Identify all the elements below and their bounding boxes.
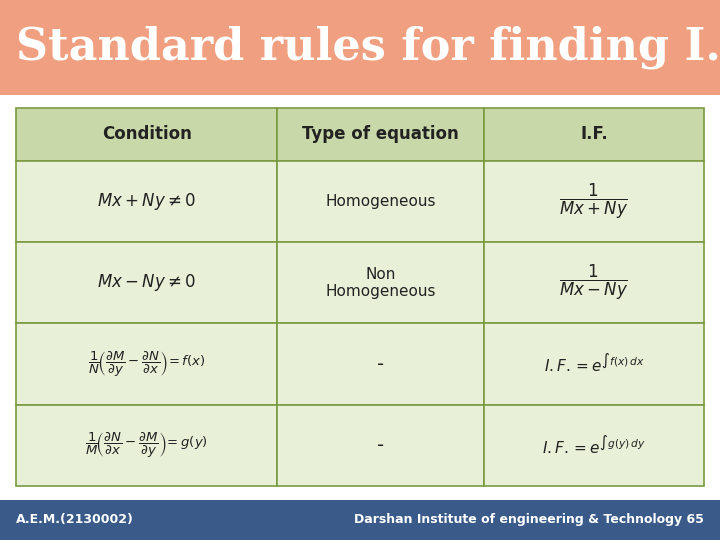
Bar <box>277 242 484 323</box>
Bar <box>277 323 484 405</box>
Bar <box>484 405 704 486</box>
Bar <box>0 500 720 540</box>
Bar <box>16 242 277 323</box>
Text: $I.F. = e^{\int g(y)\,dy}$: $I.F. = e^{\int g(y)\,dy}$ <box>542 434 646 457</box>
Text: -: - <box>377 355 384 374</box>
Text: Standard rules for finding I.F.: Standard rules for finding I.F. <box>16 25 720 69</box>
Bar <box>277 405 484 486</box>
Text: $\dfrac{1}{M}\!\left(\dfrac{\partial N}{\partial x} - \dfrac{\partial M}{\partia: $\dfrac{1}{M}\!\left(\dfrac{\partial N}{… <box>85 431 208 460</box>
Bar <box>0 0 720 94</box>
Text: Non
Homogeneous: Non Homogeneous <box>325 267 436 299</box>
Text: $\dfrac{1}{Mx + Ny}$: $\dfrac{1}{Mx + Ny}$ <box>559 182 629 221</box>
Bar <box>484 323 704 405</box>
Bar <box>16 405 277 486</box>
Text: Condition: Condition <box>102 125 192 144</box>
Bar <box>16 323 277 405</box>
Text: -: - <box>377 436 384 455</box>
Bar <box>16 161 277 242</box>
Text: $Mx + Ny \neq 0$: $Mx + Ny \neq 0$ <box>97 191 196 212</box>
Text: Type of equation: Type of equation <box>302 125 459 144</box>
Text: $\dfrac{1}{Mx - Ny}$: $\dfrac{1}{Mx - Ny}$ <box>559 263 629 302</box>
Bar <box>484 242 704 323</box>
Bar <box>16 108 277 161</box>
Text: I.F.: I.F. <box>580 125 608 144</box>
Text: $\dfrac{1}{N}\!\left(\dfrac{\partial M}{\partial y} - \dfrac{\partial N}{\partia: $\dfrac{1}{N}\!\left(\dfrac{\partial M}{… <box>88 349 205 379</box>
Text: A.E.M.(2130002): A.E.M.(2130002) <box>16 513 134 526</box>
Text: Homogeneous: Homogeneous <box>325 194 436 209</box>
Text: Darshan Institute of engineering & Technology 65: Darshan Institute of engineering & Techn… <box>354 513 704 526</box>
Bar <box>277 108 484 161</box>
Text: $Mx - Ny \neq 0$: $Mx - Ny \neq 0$ <box>97 272 196 293</box>
Bar <box>484 161 704 242</box>
Bar <box>277 161 484 242</box>
Text: $I.F. = e^{\int f(x)\,dx}$: $I.F. = e^{\int f(x)\,dx}$ <box>544 353 644 376</box>
Bar <box>484 108 704 161</box>
